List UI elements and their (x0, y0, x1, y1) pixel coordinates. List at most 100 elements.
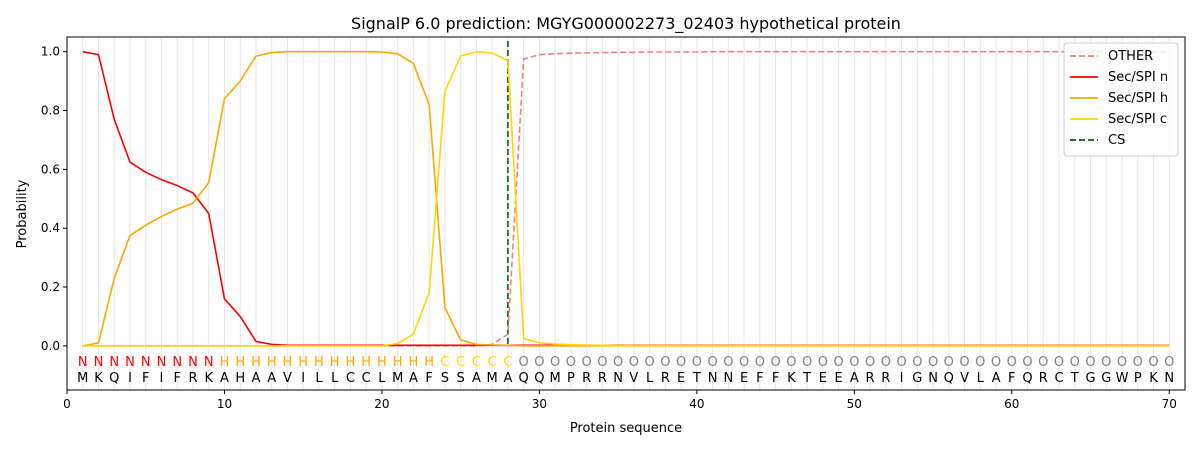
region-label: O (1133, 355, 1143, 370)
residue-label: R (881, 371, 890, 386)
y-axis-label: Probability (15, 179, 30, 248)
residue-label: I (128, 371, 132, 386)
residue-label: M (392, 371, 403, 386)
region-label: O (1085, 355, 1095, 370)
region-label: C (488, 355, 497, 370)
region-label: O (912, 355, 922, 370)
residue-label: N (723, 371, 733, 386)
region-label: O (692, 355, 702, 370)
y-axis-ticks: 0.0 0.2 0.4 0.6 0.8 1.0 (41, 45, 67, 353)
region-label: N (188, 355, 198, 370)
residue-label: H (235, 371, 245, 386)
region-label: H (283, 355, 293, 370)
residue-label: M (77, 371, 88, 386)
x-axis-ticks: 0 10 20 30 40 50 60 70 (63, 390, 1177, 411)
residue-label: E (740, 371, 748, 386)
residue-label: R (598, 371, 607, 386)
region-label: O (660, 355, 670, 370)
residue-label: R (1039, 371, 1048, 386)
grid-lines (82, 37, 1170, 390)
region-label: O (1007, 355, 1017, 370)
region-label: O (739, 355, 749, 370)
region-label: N (204, 355, 214, 370)
residue-label: L (315, 371, 323, 386)
residue-label: R (661, 371, 670, 386)
region-label: O (865, 355, 875, 370)
y-tick-label: 0.2 (41, 280, 60, 294)
region-label: O (802, 355, 812, 370)
residue-label: G (1101, 371, 1111, 386)
residue-label: L (977, 371, 985, 386)
residue-label: E (834, 371, 842, 386)
residue-label: K (1149, 371, 1158, 386)
region-label: H (393, 355, 403, 370)
residue-label: Q (944, 371, 954, 386)
legend-label: CS (1108, 133, 1125, 148)
region-label: H (251, 355, 261, 370)
region-label: O (707, 355, 717, 370)
legend-box (1063, 42, 1179, 157)
region-label: O (1070, 355, 1080, 370)
chart-title: SignalP 6.0 prediction: MGYG000002273_02… (351, 14, 901, 34)
residue-label: M (487, 371, 498, 386)
region-label: H (424, 355, 434, 370)
residue-label: A (472, 371, 481, 386)
residue-label: P (567, 371, 575, 386)
region-label: O (881, 355, 891, 370)
region-label: C (456, 355, 465, 370)
residue-label: A (850, 371, 859, 386)
residue-label: P (1134, 371, 1142, 386)
x-tick-label: 30 (532, 397, 547, 411)
y-tick-label: 0.8 (41, 104, 60, 118)
legend-label: Sec/SPI c (1108, 112, 1167, 127)
region-label: N (94, 355, 104, 370)
y-tick-label: 0.4 (41, 221, 60, 235)
legend-label: Sec/SPI h (1108, 91, 1168, 106)
region-label: O (597, 355, 607, 370)
residue-label: R (866, 371, 875, 386)
region-label: C (472, 355, 481, 370)
region-label: H (220, 355, 230, 370)
region-label: N (157, 355, 167, 370)
residue-label: C (346, 371, 355, 386)
residue-label: T (1070, 371, 1079, 386)
region-label: O (534, 355, 544, 370)
residue-label: F (142, 371, 149, 386)
residue-label: Q (519, 371, 529, 386)
residue-label: V (629, 371, 638, 386)
region-label: N (109, 355, 119, 370)
region-label: O (1022, 355, 1032, 370)
region-label: C (503, 355, 512, 370)
residue-label: I (160, 371, 164, 386)
region-label: N (141, 355, 151, 370)
legend-label: Sec/SPI n (1108, 70, 1168, 85)
region-label: O (613, 355, 623, 370)
residue-label: Q (534, 371, 544, 386)
residue-label: A (220, 371, 229, 386)
residue-label: F (1008, 371, 1015, 386)
y-tick-label: 0.6 (41, 162, 60, 176)
region-label: H (346, 355, 356, 370)
residue-label: G (912, 371, 922, 386)
residue-label: K (787, 371, 796, 386)
region-label: H (409, 355, 419, 370)
residue-label: Q (1022, 371, 1032, 386)
region-label: H (330, 355, 340, 370)
residue-label: R (188, 371, 197, 386)
region-label: H (298, 355, 308, 370)
legend-label: OTHER (1108, 49, 1153, 64)
residue-label: L (646, 371, 654, 386)
region-label: H (361, 355, 371, 370)
residue-label: F (756, 371, 763, 386)
region-label: O (991, 355, 1001, 370)
region-label: O (1148, 355, 1158, 370)
region-label: O (755, 355, 765, 370)
region-label: H (377, 355, 387, 370)
residue-label: C (1054, 371, 1063, 386)
x-tick-label: 40 (689, 397, 704, 411)
residue-label: A (267, 371, 276, 386)
region-label: O (928, 355, 938, 370)
region-label: O (1164, 355, 1174, 370)
